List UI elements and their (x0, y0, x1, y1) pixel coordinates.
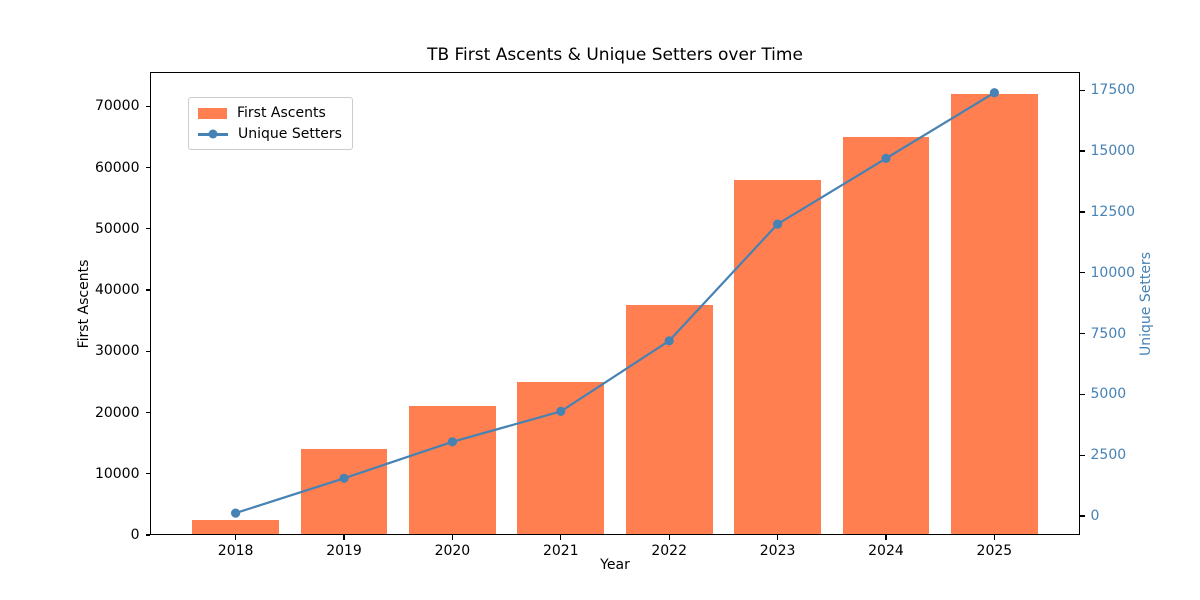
y-tick-label-left: 40000 (94, 282, 140, 299)
y-tick-label-left: 60000 (94, 159, 140, 176)
y-tick-label-left: 20000 (94, 404, 140, 421)
left-tick (145, 411, 150, 414)
x-tick (451, 535, 454, 540)
right-tick (1080, 454, 1085, 456)
bar-swatch-icon (198, 107, 227, 119)
marker-2023 (773, 219, 783, 229)
bar-2020 (409, 406, 496, 535)
marker-2020 (447, 437, 457, 447)
x-tick (885, 535, 887, 540)
x-tick (993, 535, 996, 540)
right-tick (1080, 211, 1085, 213)
left-tick (145, 289, 150, 291)
y-tick-label-right: 0 (1090, 508, 1100, 525)
right-tick (1080, 89, 1085, 91)
x-tick-label: 2020 (434, 543, 471, 559)
chart-title: TB First Ascents & Unique Setters over T… (427, 45, 803, 65)
line-marker-icon (198, 129, 228, 139)
legend-item-unique-setters: Unique Setters (198, 126, 342, 142)
x-tick (668, 535, 670, 540)
x-tick-label: 2018 (217, 543, 254, 559)
marker-2018 (231, 508, 241, 518)
x-tick (776, 535, 779, 540)
left-tick (145, 534, 150, 536)
left-tick (145, 350, 150, 352)
x-tick-label: 2023 (759, 543, 796, 559)
right-tick (1080, 332, 1085, 335)
left-tick (145, 105, 150, 107)
bar-2018 (192, 519, 279, 535)
marker-2024 (881, 153, 891, 163)
x-tick (343, 535, 345, 540)
x-tick (560, 535, 562, 540)
left-tick (145, 473, 150, 475)
y-tick-label-right: 10000 (1090, 264, 1136, 281)
x-tick (234, 535, 237, 540)
x-tick-label: 2019 (326, 543, 362, 559)
y-tick-label-left: 70000 (94, 98, 140, 115)
x-axis-label: Year (600, 557, 630, 573)
x-tick-label: 2022 (651, 543, 687, 559)
y-tick-label-right: 7500 (1090, 325, 1127, 342)
bar-2023 (734, 179, 821, 535)
legend-item-first-ascents: First Ascents (198, 105, 342, 121)
line-path (235, 91, 995, 515)
x-tick-label: 2024 (868, 543, 904, 559)
right-tick (1080, 150, 1085, 152)
right-tick (1080, 272, 1085, 274)
x-tick-label: 2025 (976, 543, 1013, 559)
y-tick-label-right: 17500 (1090, 82, 1136, 99)
bar-2025 (951, 94, 1038, 535)
y-tick-label-left: 50000 (94, 220, 140, 237)
right-tick (1080, 393, 1085, 396)
right-tick (1080, 515, 1085, 517)
y-tick-label-left: 10000 (94, 465, 140, 482)
y-tick-label-right: 15000 (1090, 143, 1136, 160)
y-tick-label-right: 5000 (1090, 386, 1127, 403)
bar-2024 (842, 136, 930, 535)
y-tick-label-left: 30000 (94, 343, 140, 360)
legend-label: Unique Setters (238, 126, 342, 142)
marker-2022 (664, 336, 674, 346)
bar-2019 (300, 449, 388, 535)
left-tick (145, 166, 150, 169)
marker-2019 (339, 473, 349, 483)
left-axis-label: First Ascents (76, 259, 92, 348)
marker-2025 (989, 88, 1000, 98)
x-tick-label: 2021 (542, 543, 579, 559)
y-tick-label-left: 0 (130, 527, 140, 543)
legend: First Ascents Unique Setters (188, 97, 353, 150)
left-tick (145, 228, 150, 230)
y-tick-label-right: 2500 (1090, 447, 1127, 464)
legend-label: First Ascents (237, 105, 326, 121)
y-tick-label-right: 12500 (1090, 203, 1136, 220)
marker-2021 (556, 406, 566, 416)
